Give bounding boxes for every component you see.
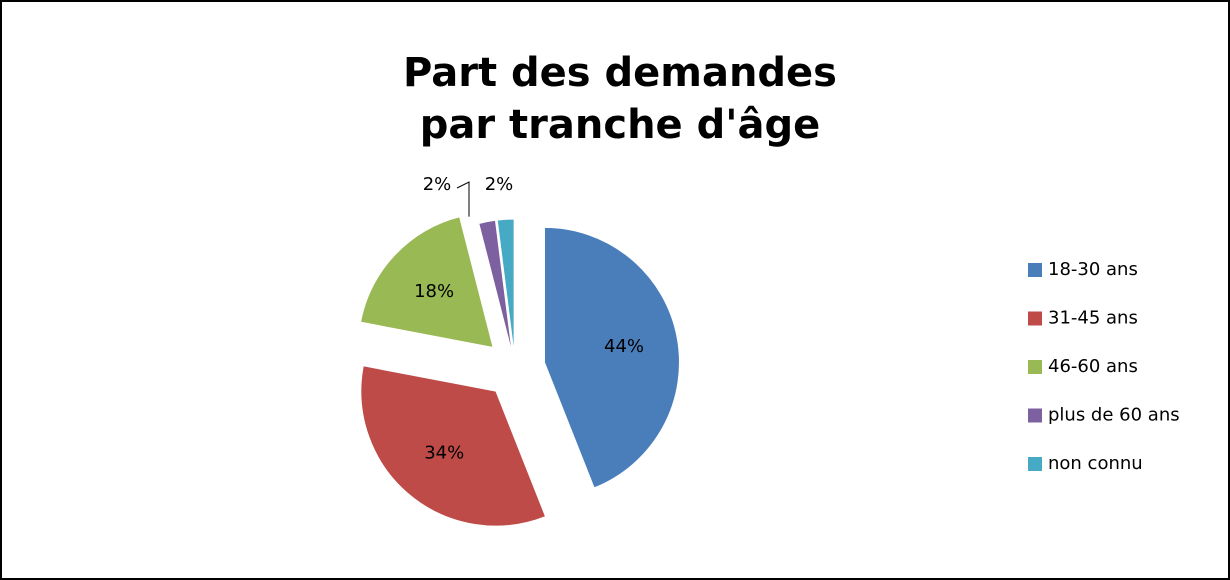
pie-slice xyxy=(543,226,680,489)
legend-swatch xyxy=(1028,457,1042,471)
data-label: 44% xyxy=(604,336,644,357)
legend-label: 46-60 ans xyxy=(1048,356,1138,377)
chart-title: par tranche d'âge xyxy=(420,102,820,148)
pie-slice xyxy=(496,218,515,355)
legend-swatch xyxy=(1028,360,1042,374)
pie-slice xyxy=(359,216,494,349)
legend-swatch xyxy=(1028,408,1042,423)
legend-label: 18-30 ans xyxy=(1048,259,1138,280)
data-label: 2% xyxy=(485,174,514,195)
chart-title: Part des demandes xyxy=(403,50,837,96)
pie-slice xyxy=(478,219,513,355)
legend-swatch xyxy=(1028,311,1042,326)
data-label: 2% xyxy=(423,174,452,195)
data-label: 18% xyxy=(414,281,454,302)
legend-label: non connu xyxy=(1048,453,1143,474)
legend-swatch xyxy=(1028,263,1042,277)
legend-label: 31-45 ans xyxy=(1048,308,1138,329)
legend-label: plus de 60 ans xyxy=(1048,405,1180,426)
pie-slice xyxy=(360,365,547,527)
leader-line xyxy=(456,181,470,217)
data-label: 34% xyxy=(424,443,464,464)
